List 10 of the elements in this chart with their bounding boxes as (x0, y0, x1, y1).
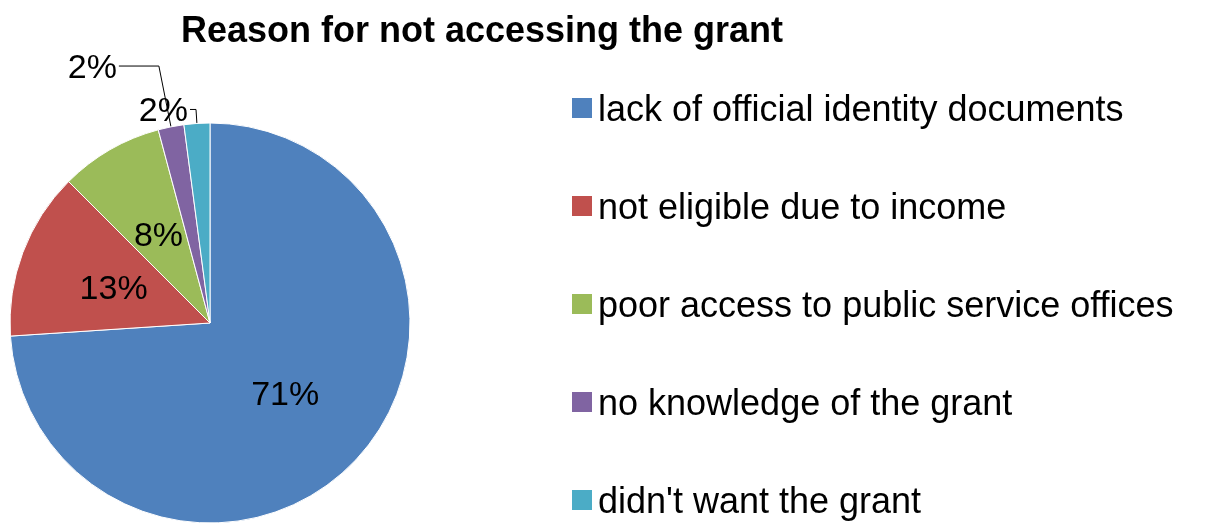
legend-label: not eligible due to income (598, 185, 1007, 227)
data-label: 8% (133, 214, 184, 253)
data-label: 13% (79, 267, 148, 306)
legend-label: no knowledge of the grant (598, 381, 1013, 423)
legend-label: didn't want the grant (598, 479, 922, 521)
data-label: 71% (251, 374, 320, 413)
data-label: 2% (67, 47, 117, 86)
legend-label: lack of official identity documents (598, 87, 1124, 129)
legend-label: poor access to public service offices (598, 283, 1174, 325)
chart-title: Reason for not accessing the grant (180, 8, 784, 50)
